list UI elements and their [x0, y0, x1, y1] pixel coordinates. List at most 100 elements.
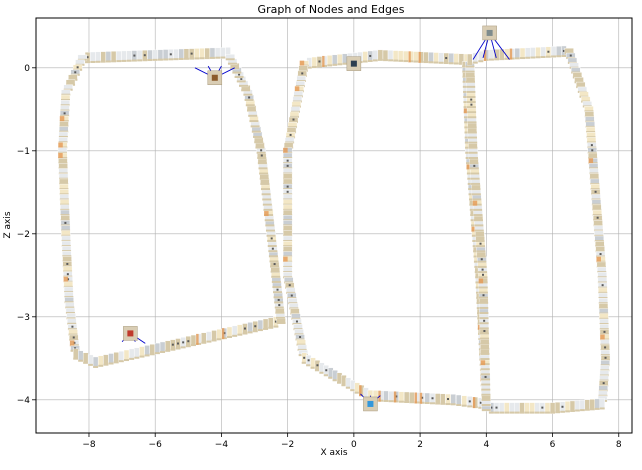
trajectory-node: [519, 402, 525, 414]
trajectory-node: [65, 307, 76, 315]
node-base: [268, 255, 278, 258]
trajectory-node: [450, 394, 456, 406]
trajectory-node: [82, 352, 89, 364]
node-base: [435, 402, 441, 405]
trajectory-node: [67, 318, 77, 325]
node-base: [261, 188, 271, 191]
node-base: [466, 106, 476, 109]
trajectory-node: [398, 391, 405, 403]
node-detail: [66, 273, 69, 276]
node-base: [479, 317, 489, 320]
trajectory-node: [362, 51, 368, 63]
trajectory-node: [149, 344, 155, 356]
node-detail: [479, 401, 482, 404]
trajectory-node: [162, 49, 169, 61]
trajectory-node: [326, 55, 333, 67]
trajectory-node: [413, 51, 419, 63]
node-base: [243, 93, 253, 96]
node-detail: [171, 343, 174, 346]
node-base: [479, 327, 489, 330]
trajectory-node: [387, 50, 394, 62]
node-detail: [369, 54, 372, 57]
y-axis-label: Z axis: [3, 211, 13, 238]
node-accent: [472, 199, 478, 206]
node-detail: [484, 375, 487, 378]
node-base: [189, 57, 195, 60]
node-base: [367, 59, 373, 62]
node-detail: [295, 320, 298, 323]
node-base: [154, 352, 160, 355]
node-base: [225, 58, 235, 61]
node-base: [404, 400, 410, 403]
node-base: [599, 407, 605, 410]
x-tick-label: −2: [281, 440, 294, 450]
node-detail: [569, 54, 572, 57]
node-base: [403, 60, 409, 63]
node-base: [534, 411, 540, 414]
node-base: [466, 96, 476, 99]
trajectory-node: [409, 392, 415, 404]
node-base: [249, 120, 259, 123]
node-base: [476, 245, 486, 248]
node-detail: [64, 221, 67, 224]
node-detail: [601, 284, 604, 287]
node-base: [323, 374, 329, 377]
trajectory-node: [168, 49, 174, 61]
trajectory-node: [73, 348, 79, 360]
node-base: [479, 296, 489, 299]
node-base: [73, 357, 79, 360]
node-base: [60, 98, 70, 101]
node-accent: [393, 391, 397, 403]
node-base: [270, 270, 280, 273]
x-tick-label: −8: [82, 440, 96, 450]
node-detail: [288, 284, 291, 287]
x-tick-label: 0: [351, 440, 357, 450]
trajectory-node: [100, 51, 106, 63]
node-base: [479, 322, 489, 325]
node-base: [152, 58, 158, 61]
trajectory-node: [383, 390, 389, 403]
node-base: [266, 234, 276, 237]
trajectory-node: [367, 50, 373, 63]
x-tick-label: 2: [417, 440, 423, 450]
node-detail: [303, 356, 306, 359]
trajectory-node: [105, 51, 112, 63]
node-detail: [562, 49, 565, 52]
node-base: [131, 59, 137, 62]
node-base: [124, 359, 130, 362]
trajectory-node: [175, 338, 181, 350]
node-base: [475, 234, 485, 237]
trajectory-node: [445, 393, 451, 406]
trajectory-node: [372, 50, 378, 62]
trajectory-node: [392, 50, 399, 62]
tick-layer: −8 −6 −4 −2 0 2 4 6 8 0 −1 −2 −3 −4: [17, 64, 622, 450]
node-base: [58, 141, 68, 144]
node-base: [252, 330, 258, 333]
trajectory-node: [428, 52, 434, 64]
node-detail: [596, 216, 599, 219]
node-base: [216, 338, 222, 341]
node-base: [173, 58, 179, 61]
node-base: [59, 130, 69, 133]
node-base: [126, 59, 132, 62]
trajectory-node: [456, 394, 462, 407]
node-detail: [483, 319, 486, 322]
node-base: [332, 63, 338, 66]
trajectory-node: [574, 400, 581, 412]
trajectory-node: [152, 49, 158, 62]
node-detail: [481, 268, 484, 271]
node-base: [327, 64, 333, 67]
node-detail: [561, 405, 564, 408]
node-base: [272, 286, 282, 289]
node-base: [98, 364, 104, 367]
node-base: [350, 389, 356, 392]
y-tick-label: −4: [17, 396, 31, 406]
node-base: [545, 55, 551, 58]
node-base: [481, 393, 491, 396]
y-tick-label: −2: [17, 230, 30, 240]
trajectory-node: [134, 347, 140, 359]
node-base: [201, 341, 207, 344]
node-base: [67, 328, 77, 331]
node-accent: [283, 256, 288, 263]
node-detail: [490, 406, 493, 409]
